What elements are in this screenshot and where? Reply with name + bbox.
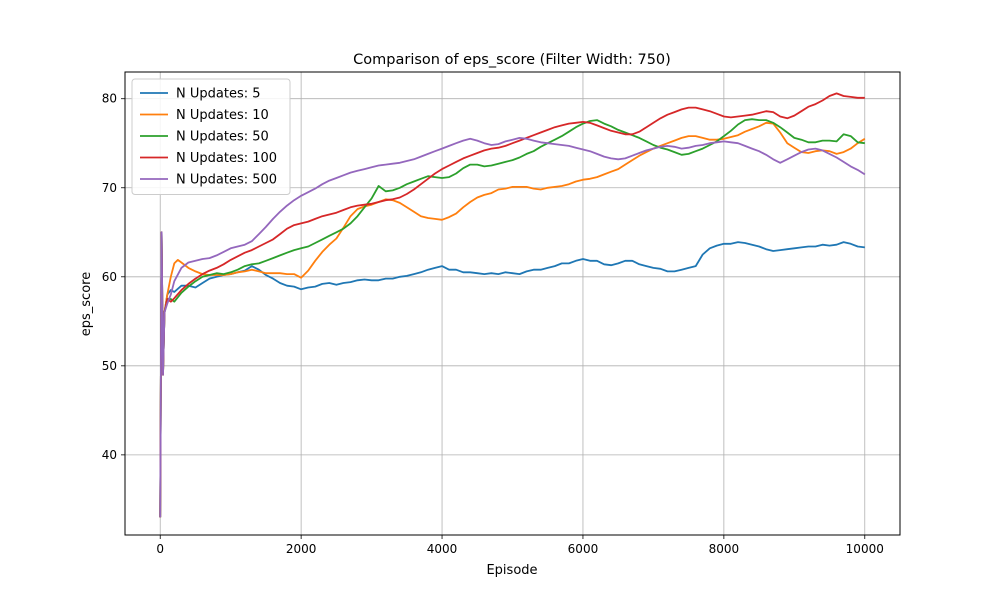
x-tick-label: 0 <box>156 542 164 556</box>
series-line <box>159 137 866 518</box>
x-tick-label: 8000 <box>709 542 740 556</box>
x-axis-ticks: 0 2000 4000 6000 8000 10000 <box>156 535 884 556</box>
y-tick-label: 50 <box>102 359 117 373</box>
x-axis-label: Episode <box>486 563 537 578</box>
x-tick-label: 2000 <box>286 542 317 556</box>
x-tick-label: 4000 <box>427 542 458 556</box>
legend-label: N Updates: 500 <box>176 173 277 188</box>
series-line <box>159 118 865 518</box>
y-axis-ticks: 40 50 60 70 80 <box>102 92 125 462</box>
series-line <box>159 231 865 518</box>
y-tick-label: 60 <box>102 270 117 284</box>
legend-label: N Updates: 100 <box>176 151 277 166</box>
y-tick-label: 80 <box>102 92 117 106</box>
x-tick-label: 10000 <box>846 542 884 556</box>
series-line <box>159 121 866 518</box>
legend-label: N Updates: 5 <box>176 87 261 102</box>
x-tick-label: 6000 <box>568 542 599 556</box>
legend-label: N Updates: 50 <box>176 130 269 145</box>
plot-frame <box>124 71 901 536</box>
chart-title: Comparison of eps_score (Filter Width: 7… <box>353 52 671 68</box>
legend: N Updates: 5 N Updates: 10 N Updates: 50 N … <box>131 78 291 195</box>
legend-box <box>131 78 291 195</box>
y-tick-label: 40 <box>102 448 117 462</box>
series-lines <box>159 92 866 518</box>
legend-label: N Updates: 10 <box>176 108 269 123</box>
series-line <box>159 92 865 518</box>
y-axis-label: eps_score <box>79 272 94 336</box>
y-tick-label: 70 <box>102 181 117 195</box>
